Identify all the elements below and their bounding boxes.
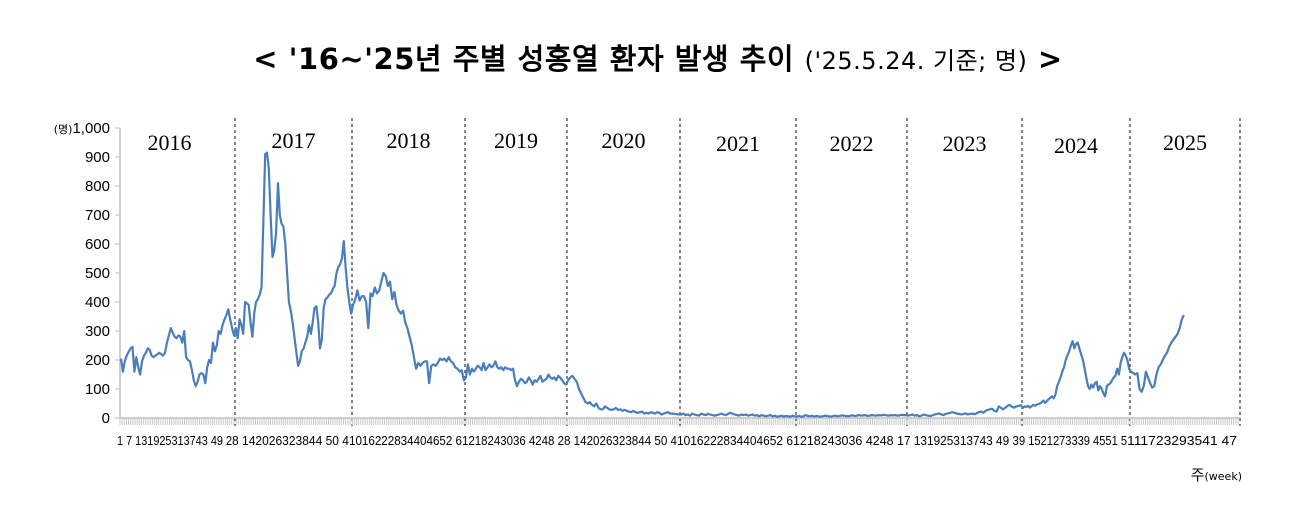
y-tick-label: 900 (85, 149, 110, 166)
year-label: 2020 (602, 128, 646, 153)
year-label: 2025 (1163, 130, 1207, 155)
x-tick-label-group: 9 1521273339 4551 5 (1019, 434, 1127, 448)
y-tick-label: 100 (85, 381, 110, 398)
x-tick-label-group: 1016222834404652 6 (677, 434, 793, 448)
x-tick-label-group: 1 7 131925313743 49 2 (117, 434, 232, 448)
x-tick-label-group: 8 142026323844 50 4 (564, 434, 677, 448)
x-tick-label-group: 7 131925313743 49 3 (904, 434, 1019, 448)
y-tick-label: 500 (85, 265, 110, 282)
y-tick-label: 0 (102, 410, 110, 427)
x-tick-label-group: 1016222834404652 6 (349, 434, 462, 448)
weekly-cases-line (119, 151, 1185, 418)
y-tick-label: 700 (85, 207, 110, 224)
year-label: 2022 (830, 131, 874, 156)
y-tick-label: 400 (85, 294, 110, 311)
year-label: 2021 (716, 131, 760, 156)
y-tick-label: 800 (85, 178, 110, 195)
x-minor-ticks (119, 418, 1239, 425)
y-tick-label: 300 (85, 323, 110, 340)
year-label: 2024 (1054, 133, 1098, 158)
y-tick-label: 600 (85, 236, 110, 253)
y-tick-label: (명)1,000 (54, 120, 110, 137)
chart-title-sub: ('25.5.24. 기준; 명) (804, 47, 1028, 75)
year-label: 2016 (148, 130, 192, 155)
year-labels: 2016 2017 2018 2019 2020 2021 2022 2023 2024 2025 (148, 128, 1208, 158)
year-label: 2017 (272, 128, 316, 153)
y-tick-label: 200 (85, 352, 110, 369)
year-label: 2023 (943, 131, 987, 156)
year-dividers (234, 118, 1241, 426)
y-axis: 0 100 200 300 400 500 600 700 800 900 (명)1,000 (54, 120, 121, 427)
x-axis-unit-label: 주(week) (1191, 466, 1242, 484)
x-tick-label-group: 1218243036 4248 1 (793, 434, 904, 448)
year-label: 2019 (494, 128, 538, 153)
x-axis (119, 417, 1240, 425)
chart-title-close: > (1027, 42, 1063, 76)
x-tick-label-group: 111723293541 47 (1127, 434, 1237, 448)
chart-title: < '16~'25년 주별 성홍열 환자 발생 추이 ('25.5.24. 기준… (0, 36, 1316, 78)
year-label: 2018 (387, 128, 431, 153)
chart-title-main: < '16~'25년 주별 성홍열 환자 발생 추이 (253, 42, 795, 76)
x-tick-label-group: 8 142026323844 50 4 (232, 434, 349, 448)
x-tick-label-group: 1218243036 4248 2 (462, 434, 564, 448)
